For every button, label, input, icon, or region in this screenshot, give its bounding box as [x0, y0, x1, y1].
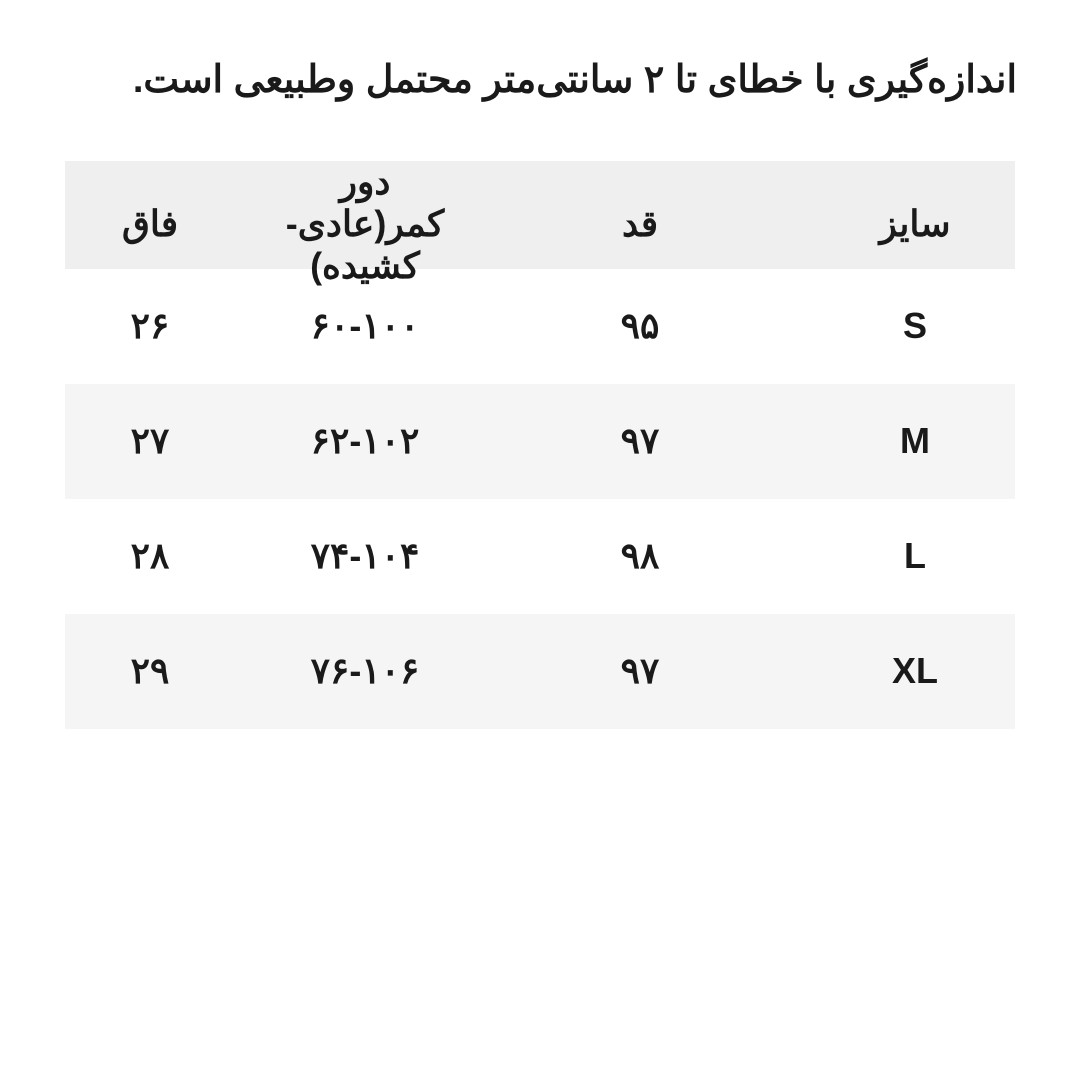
size-table: فاق دور کمر(عادی-کشیده) قد سایز ۲۶ ۶۰-۱۰… [65, 161, 1015, 729]
cell-waist: ۷۶-۱۰۶ [265, 650, 465, 692]
cell-size: XL [815, 650, 1015, 692]
col-header-waist: دور کمر(عادی-کشیده) [265, 161, 465, 287]
cell-crotch: ۲۷ [65, 420, 265, 462]
cell-waist: ۷۴-۱۰۴ [265, 535, 465, 577]
table-row: ۲۷ ۶۲-۱۰۲ ۹۷ M [65, 384, 1015, 499]
cell-size: S [815, 305, 1015, 347]
col-header-size: سایز [815, 203, 1015, 245]
cell-crotch: ۲۹ [65, 650, 265, 692]
cell-waist: ۶۰-۱۰۰ [265, 305, 465, 347]
cell-waist: ۶۲-۱۰۲ [265, 420, 465, 462]
cell-length: ۹۵ [465, 305, 815, 347]
size-chart-page: اندازه‌گیری با خطای تا ۲ سانتی‌متر محتمل… [0, 0, 1080, 1080]
cell-length: ۹۷ [465, 420, 815, 462]
table-row: ۲۸ ۷۴-۱۰۴ ۹۸ L [65, 499, 1015, 614]
col-header-crotch: فاق [65, 203, 265, 245]
col-header-length: قد [465, 203, 815, 245]
table-header-row: فاق دور کمر(عادی-کشیده) قد سایز [65, 161, 1015, 269]
cell-length: ۹۷ [465, 650, 815, 692]
cell-crotch: ۲۸ [65, 535, 265, 577]
cell-crotch: ۲۶ [65, 305, 265, 347]
cell-length: ۹۸ [465, 535, 815, 577]
table-row: ۲۶ ۶۰-۱۰۰ ۹۵ S [65, 269, 1015, 384]
table-row: ۲۹ ۷۶-۱۰۶ ۹۷ XL [65, 614, 1015, 729]
cell-size: M [815, 420, 1015, 462]
measurement-note: اندازه‌گیری با خطای تا ۲ سانتی‌متر محتمل… [0, 30, 1080, 161]
cell-size: L [815, 535, 1015, 577]
